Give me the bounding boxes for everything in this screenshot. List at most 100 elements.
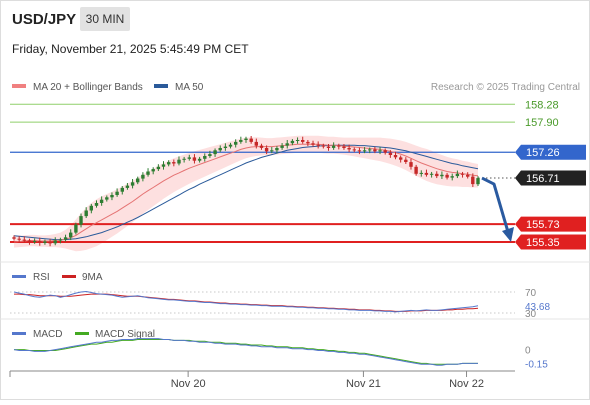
symbol-title: USD/JPY: [12, 11, 76, 28]
candle-body: [306, 141, 310, 144]
candle-body: [368, 149, 372, 151]
candle-body: [326, 146, 331, 148]
interval-label: 30 MIN: [86, 12, 125, 26]
candle-body: [311, 143, 315, 145]
candle-body: [285, 143, 289, 146]
candle-body: [352, 149, 356, 151]
moving-averages: [13, 143, 479, 243]
legend-label-ma20: MA 20 + Bollinger Bands: [33, 82, 143, 93]
candle-body: [378, 150, 382, 152]
candle-body: [48, 241, 52, 244]
ma50-line: [13, 144, 479, 241]
candle-body: [63, 237, 68, 240]
macd-plot: 0 -0.15: [13, 338, 548, 370]
bollinger-band-fill: [14, 135, 478, 252]
candle-body: [419, 172, 423, 174]
candle-body: [58, 239, 63, 241]
x-axis-ticks: Nov 20 Nov 21 Nov 22: [171, 371, 484, 390]
forecast-arrow: [481, 176, 514, 242]
candle-body: [94, 203, 99, 206]
candle-body: [357, 150, 362, 152]
candle-body: [151, 169, 155, 172]
candle-body: [110, 195, 114, 198]
candle-body: [342, 146, 346, 148]
rsi-legend-swatch: [12, 275, 26, 278]
candle-body: [388, 152, 393, 155]
candle-body: [393, 155, 398, 158]
candle-body: [399, 157, 403, 160]
datetime-label: Friday, November 21, 2025 5:45:49 PM CET: [12, 42, 249, 56]
candle-body: [471, 176, 475, 185]
level-tag-support-4: [515, 216, 586, 232]
level-label-resistance-1: 157.90: [525, 117, 559, 129]
level-label-current-3: 156.71: [526, 173, 560, 185]
macd-legend-swatch: [12, 332, 26, 335]
macd-line: [13, 338, 478, 366]
candle-body: [337, 145, 341, 147]
rsi-ma-legend-swatch: [62, 275, 76, 278]
interval-badge[interactable]: [80, 7, 130, 31]
candle-body: [280, 145, 284, 148]
candlesticks: [12, 136, 480, 247]
candle-body: [130, 182, 135, 186]
candle-body: [12, 237, 16, 239]
candle-body: [182, 158, 186, 160]
legend-swatch-ma20: [12, 84, 26, 88]
level-label-support-5: 155.35: [526, 237, 560, 249]
x-tick-label-0: Nov 20: [171, 378, 206, 390]
candle-body: [275, 148, 279, 151]
candle-body: [373, 149, 377, 152]
candle-body: [414, 166, 418, 174]
candle-body: [69, 232, 73, 238]
candle-body: [290, 140, 295, 144]
rsi-legend-label: RSI: [33, 272, 50, 283]
candle-body: [53, 240, 57, 244]
macd-current-label: -0.15: [525, 359, 548, 370]
candle-body: [17, 238, 21, 240]
candle-body: [239, 140, 243, 142]
rsi-ma-legend-label: 9MA: [82, 272, 103, 283]
candle-body: [84, 210, 88, 217]
macd-tick-0: 0: [525, 346, 531, 357]
candle-body: [476, 178, 480, 185]
macd-signal-legend-label: MACD Signal: [95, 329, 155, 340]
candle-body: [192, 157, 197, 161]
candle-body: [120, 187, 124, 192]
candle-body: [409, 162, 413, 167]
candle-body: [331, 145, 336, 148]
candle-body: [270, 150, 274, 152]
level-tag-support-5: [515, 234, 586, 250]
candle-body: [136, 178, 140, 183]
candle-body: [32, 241, 37, 242]
candle-body: [125, 185, 130, 188]
forecast-arrow-head: [502, 226, 514, 242]
rsi-tick-70: 70: [525, 288, 537, 299]
legend-label-ma50: MA 50: [175, 82, 204, 93]
candle-body: [228, 144, 233, 147]
candle-body: [316, 144, 320, 146]
bollinger-band: [14, 135, 478, 252]
candle-body: [234, 141, 238, 145]
candle-body: [43, 241, 47, 243]
candle-body: [213, 150, 217, 155]
candle-body: [362, 150, 367, 152]
candle-body: [264, 148, 269, 152]
candle-body: [208, 154, 212, 156]
candle-body: [455, 173, 460, 177]
ma20-line: [13, 143, 479, 243]
level-tag-pivot-2: [515, 144, 586, 160]
candle-body: [259, 145, 264, 148]
x-tick-label-1: Nov 21: [346, 378, 381, 390]
candle-body: [167, 162, 171, 165]
candle-body: [105, 197, 109, 200]
candle-body: [460, 173, 465, 175]
candle-body: [203, 156, 207, 159]
level-tag-current-3: [515, 170, 586, 186]
candle-body: [156, 166, 161, 170]
candle-body: [404, 159, 408, 162]
candle-body: [429, 173, 434, 175]
candle-body: [89, 205, 93, 211]
